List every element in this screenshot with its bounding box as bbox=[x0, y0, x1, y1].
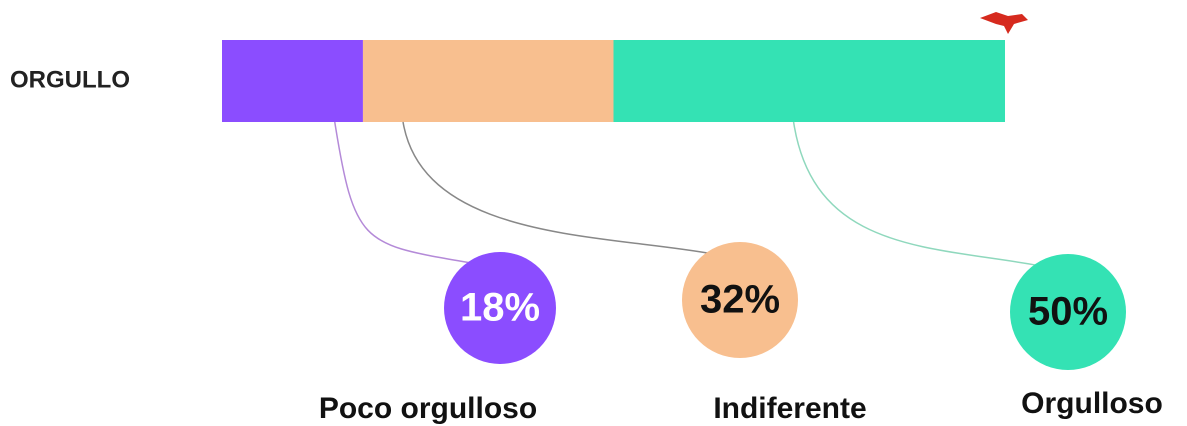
value-bubble bbox=[1010, 254, 1126, 370]
legend-label: Indiferente bbox=[713, 392, 866, 425]
value-bubble bbox=[444, 252, 556, 364]
bar-segment bbox=[362, 40, 614, 122]
value-label: 32% bbox=[700, 278, 780, 322]
category-label: ORGULLO bbox=[10, 66, 130, 93]
legend-label: Orgulloso bbox=[1021, 387, 1163, 420]
connector bbox=[792, 121, 1040, 267]
bar-segment bbox=[613, 40, 1005, 122]
connector bbox=[334, 121, 473, 264]
value-label: 18% bbox=[460, 286, 540, 330]
value-bubble bbox=[682, 242, 798, 358]
legend-label: Poco orgulloso bbox=[319, 392, 537, 425]
connector bbox=[402, 121, 712, 255]
bar-segment bbox=[222, 40, 363, 122]
value-label: 50% bbox=[1028, 290, 1108, 334]
bird-icon bbox=[980, 12, 1028, 34]
